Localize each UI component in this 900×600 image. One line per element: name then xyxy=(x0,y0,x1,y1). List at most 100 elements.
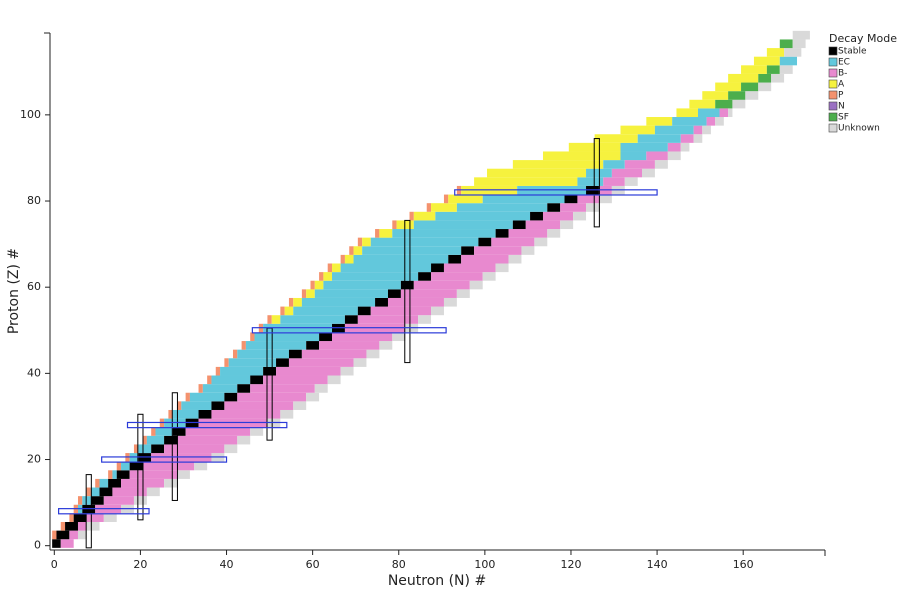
nuclide-segment xyxy=(353,254,449,264)
nuclide-segment xyxy=(65,521,78,531)
nuclide-segment xyxy=(237,349,289,359)
nuclide-segment xyxy=(728,73,759,83)
magic-neutron-box xyxy=(85,474,92,549)
x-tick-label: 100 xyxy=(474,558,495,571)
nuclide-segment xyxy=(263,366,277,376)
y-tick-label: 60 xyxy=(27,280,41,293)
nuclide-segment xyxy=(276,358,289,367)
nuclide-segment xyxy=(534,237,548,247)
nuclide-segment xyxy=(353,358,367,367)
nuclide-segment xyxy=(112,487,147,497)
nuclide-segment xyxy=(306,289,315,298)
nuclide-segment xyxy=(224,444,238,454)
nuclide-segment xyxy=(508,229,548,238)
nuclide-segment xyxy=(577,177,604,186)
nuclide-segment xyxy=(108,478,122,488)
nuclide-segment xyxy=(512,160,604,169)
nuclide-segment xyxy=(357,237,363,247)
nuclide-segment xyxy=(697,108,720,118)
legend-title: Decay Mode xyxy=(829,32,897,45)
magic-boxes xyxy=(58,138,658,549)
magic-neutron-box xyxy=(171,392,178,501)
legend-label: Unknown xyxy=(838,124,880,134)
nuclide-segment xyxy=(758,82,772,92)
nuclide-segment xyxy=(379,341,393,350)
nuclide-segment xyxy=(181,401,212,410)
nuclide-segment xyxy=(77,530,87,540)
nuclide-segment xyxy=(245,341,307,350)
nuclide-segment xyxy=(314,280,324,290)
nuclide-segment xyxy=(52,530,57,540)
nuclide-segment xyxy=(185,427,251,436)
nuclide-segment xyxy=(375,229,380,238)
nuclide-segment xyxy=(284,306,294,316)
x-axis-label: Neutron (N) # xyxy=(388,573,486,589)
nuclide-segment xyxy=(362,237,371,247)
nuclide-segment xyxy=(603,177,625,186)
legend-swatch xyxy=(828,57,838,67)
magic-neutron-box xyxy=(404,219,411,364)
nuclide-segment xyxy=(443,263,496,273)
nuclide-segment xyxy=(224,401,294,410)
nuclide-segment xyxy=(142,435,147,445)
nuclide-segment xyxy=(202,384,238,393)
magic-proton-box xyxy=(454,189,658,196)
nuclide-segment xyxy=(52,539,61,548)
nuclide-segment xyxy=(753,56,780,66)
nuclide-segment xyxy=(288,349,302,359)
nuclide-segment xyxy=(482,194,565,204)
nuclide-segment xyxy=(319,332,333,342)
nuclide-segment xyxy=(138,444,152,454)
nuclide-segment xyxy=(370,306,432,316)
nuclide-segment xyxy=(693,134,703,143)
nuclide-segment xyxy=(431,203,457,212)
nuclide-segment xyxy=(142,461,195,471)
nuclide-segment xyxy=(715,99,733,109)
nuclide-segment xyxy=(672,117,707,126)
nuclide-segment xyxy=(362,246,462,255)
nuclide-segment xyxy=(680,142,690,152)
nuclide-segment xyxy=(254,332,320,342)
nuclide-segment xyxy=(237,384,251,393)
nuclide-segment xyxy=(547,229,561,238)
nuclide-segment xyxy=(448,254,462,264)
nuclide-segment xyxy=(73,513,87,522)
nuclide-segment xyxy=(129,470,178,479)
nuclide-segment xyxy=(112,470,117,479)
nuclide-segment xyxy=(611,168,643,178)
nuclide-segment xyxy=(654,160,668,169)
nuclide-segment xyxy=(680,134,694,143)
nuclide-segment xyxy=(542,211,574,221)
nuclide-segment xyxy=(177,470,190,479)
nuclide-segment xyxy=(413,211,436,221)
legend-label: SF xyxy=(838,113,849,123)
nuclide-segment xyxy=(56,530,70,540)
nuclide-segment xyxy=(349,246,354,255)
nuclide-segment xyxy=(474,177,578,186)
magic-neutron-box xyxy=(593,138,600,228)
nuclide-segment xyxy=(301,349,367,359)
nuclide-segment xyxy=(340,254,345,264)
nuclide-segment xyxy=(370,237,479,247)
nuclide-segment xyxy=(461,246,475,255)
nuclide-segment xyxy=(624,160,655,169)
nuclide-segment xyxy=(732,99,746,109)
nuclide-segment xyxy=(779,65,793,74)
nuclide-segment xyxy=(400,280,414,290)
nuclide-segment xyxy=(314,384,328,393)
nuclide-segment xyxy=(250,375,264,385)
legend-swatch xyxy=(828,79,838,89)
nuclide-segment xyxy=(306,341,320,350)
nuclide-segment xyxy=(77,496,83,505)
legend-swatch xyxy=(828,112,838,122)
nuclide-segment xyxy=(77,521,87,531)
nuclide-segment xyxy=(185,392,190,402)
nuclide-segment xyxy=(86,487,91,497)
nuclide-segment xyxy=(676,108,698,118)
nuclide-segment xyxy=(288,297,294,307)
x-tick-label: 40 xyxy=(220,558,234,571)
nuclide-segment xyxy=(573,211,587,221)
nuclide-segment xyxy=(792,39,806,49)
nuclide-segment xyxy=(745,91,759,100)
nuclide-segment xyxy=(99,478,109,488)
